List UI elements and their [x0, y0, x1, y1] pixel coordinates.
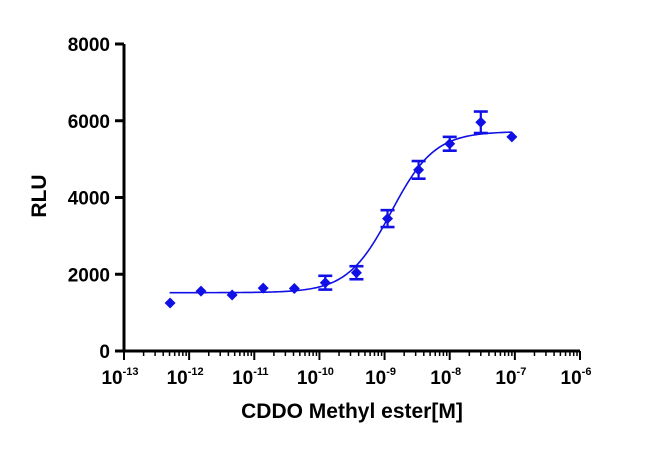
x-tick-exponent-2: -11: [253, 366, 268, 378]
x-tick-base-2: 10: [232, 368, 253, 389]
x-tick-base-3: 10: [297, 368, 318, 389]
x-tick-exponent-0: -13: [123, 366, 139, 378]
x-tick-label-7: 10-6: [561, 366, 592, 389]
data-point-6: [350, 267, 362, 279]
data-point-11: [506, 131, 518, 143]
x-tick-base-1: 10: [167, 368, 188, 389]
x-tick-label-1: 10-12: [167, 366, 204, 389]
x-tick-label-0: 10-13: [101, 366, 138, 389]
x-tick-label-2: 10-11: [232, 366, 268, 389]
data-point-0: [164, 297, 176, 309]
x-tick-exponent-1: -12: [188, 366, 204, 378]
x-tick-exponent-4: -9: [386, 366, 396, 378]
data-point-1: [195, 285, 207, 297]
fit-layer: [169, 131, 512, 294]
x-tick-label-6: 10-7: [495, 366, 526, 389]
x-tick-exponent-5: -8: [451, 366, 461, 378]
y-tick-label-0: 0: [99, 342, 110, 363]
x-tick-label-3: 10-10: [297, 366, 334, 389]
y-tick-label-2: 4000: [68, 189, 110, 210]
x-tick-exponent-6: -7: [517, 366, 527, 378]
data-point-8: [413, 164, 425, 176]
data-point-2: [226, 289, 238, 301]
x-tick-base-4: 10: [365, 368, 386, 389]
x-tick-exponent-7: -6: [582, 366, 592, 378]
data-point-4: [288, 282, 300, 294]
x-axis-title: CDDO Methyl ester[M]: [241, 400, 463, 423]
data-point-7: [382, 213, 394, 225]
y-tick-label-3: 6000: [68, 112, 110, 133]
x-tick-label-4: 10-9: [365, 366, 396, 389]
x-tick-base-7: 10: [561, 368, 582, 389]
x-tick-base-6: 10: [495, 368, 516, 389]
x-tick-label-5: 10-8: [430, 366, 461, 389]
data-point-5: [319, 277, 331, 289]
y-axis-title: RLU: [28, 174, 51, 217]
data-point-10: [475, 116, 487, 128]
data-point-3: [257, 282, 269, 294]
data-point-9: [444, 138, 456, 150]
x-tick-base-5: 10: [430, 368, 451, 389]
points-layer: [164, 110, 518, 309]
y-tick-label-4: 8000: [68, 35, 110, 56]
y-tick-label-1: 2000: [68, 265, 110, 286]
fit-curve-0: [169, 131, 512, 294]
x-tick-exponent-3: -10: [318, 366, 334, 378]
x-tick-base-0: 10: [101, 368, 122, 389]
